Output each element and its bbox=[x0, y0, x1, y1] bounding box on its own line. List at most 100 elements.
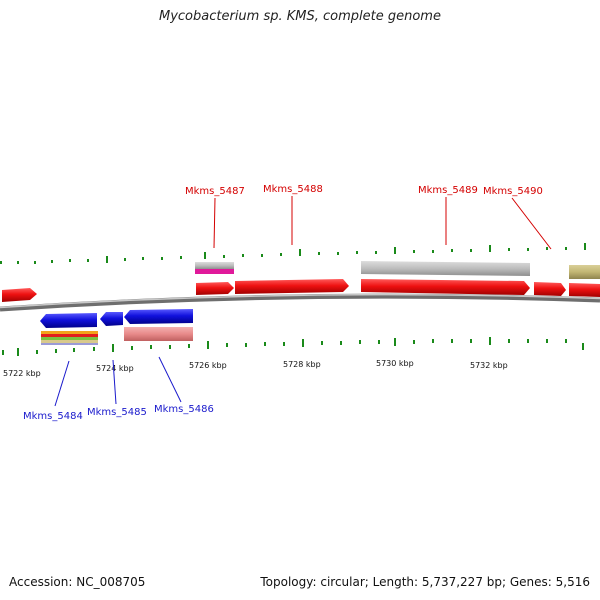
tick-dot bbox=[451, 249, 453, 252]
gene-label-reverse[interactable]: Mkms_5484 bbox=[23, 411, 83, 422]
tick-dot bbox=[432, 250, 434, 253]
tick-major bbox=[489, 337, 491, 345]
leader-line bbox=[158, 356, 182, 403]
tick-dot bbox=[340, 341, 342, 345]
tick-dot bbox=[223, 255, 225, 258]
tick-dot bbox=[2, 350, 4, 355]
lower-tick-track bbox=[2, 337, 584, 356]
genome-summary: Topology: circular; Length: 5,737,227 bp… bbox=[260, 575, 590, 589]
tick-dot bbox=[87, 259, 89, 262]
tick-dot bbox=[508, 339, 510, 343]
tick-dot bbox=[337, 252, 339, 255]
gene-label-reverse[interactable]: Mkms_5486 bbox=[154, 404, 214, 415]
forward-gene-labels: Mkms_5487 Mkms_5488 Mkms_5489 Mkms_5490 bbox=[185, 184, 552, 250]
upper-tick-track bbox=[0, 243, 586, 264]
tick-dot bbox=[0, 261, 2, 264]
tick-major bbox=[584, 243, 586, 250]
tick-dot bbox=[242, 254, 244, 257]
gene-label-forward[interactable]: Mkms_5487 bbox=[185, 186, 245, 197]
tick-major bbox=[299, 249, 301, 256]
annotation-bar-lilac bbox=[41, 343, 98, 345]
kbp-tick-labels: 5722 kbp 5724 kbp 5726 kbp 5728 kbp 5730… bbox=[3, 359, 508, 378]
tick-dot bbox=[413, 340, 415, 344]
tick-dot bbox=[378, 340, 380, 344]
tick-dot bbox=[226, 343, 228, 347]
tick-dot bbox=[508, 248, 510, 251]
tick-major bbox=[207, 341, 209, 349]
tick-label: 5728 kbp bbox=[283, 360, 321, 369]
reverse-annotation-bars bbox=[41, 327, 193, 345]
tick-dot bbox=[51, 260, 53, 263]
genome-backbone-highlight bbox=[0, 293, 600, 309]
tick-dot bbox=[36, 350, 38, 354]
gene-forward-arrow[interactable] bbox=[196, 282, 234, 295]
tick-dot bbox=[318, 252, 320, 255]
annotation-bar-orange bbox=[41, 331, 98, 334]
gene-forward-arrow[interactable] bbox=[2, 288, 37, 302]
tick-dot bbox=[470, 339, 472, 343]
gene-reverse-arrow[interactable] bbox=[100, 312, 123, 326]
tick-major bbox=[489, 245, 491, 252]
annotation-bar-green bbox=[41, 337, 98, 340]
tick-dot bbox=[131, 346, 133, 350]
tick-dot bbox=[261, 254, 263, 257]
leader-line bbox=[54, 360, 70, 407]
tick-major bbox=[106, 256, 108, 263]
gene-label-forward[interactable]: Mkms_5489 bbox=[418, 185, 478, 196]
tick-major bbox=[394, 338, 396, 346]
tick-label: 5732 kbp bbox=[470, 361, 508, 370]
gene-reverse-arrow[interactable] bbox=[40, 313, 97, 328]
reverse-gene-labels: Mkms_5484 Mkms_5485 Mkms_5486 bbox=[23, 356, 214, 422]
tick-dot bbox=[188, 344, 190, 348]
tick-major bbox=[17, 348, 19, 356]
tick-dot bbox=[124, 258, 126, 261]
accession-label: Accession: NC_008705 bbox=[9, 575, 146, 589]
gene-forward-arrow[interactable] bbox=[534, 282, 566, 296]
leader-line bbox=[511, 197, 552, 250]
genome-backbone bbox=[0, 293, 600, 312]
tick-label: 5730 kbp bbox=[376, 359, 414, 368]
tick-dot bbox=[69, 259, 71, 262]
tick-dot bbox=[180, 256, 182, 259]
tick-dot bbox=[245, 343, 247, 347]
tick-dot bbox=[565, 339, 567, 343]
tick-dot bbox=[470, 249, 472, 252]
reverse-strand-genes bbox=[40, 309, 193, 328]
tick-dot bbox=[546, 339, 548, 343]
tick-dot bbox=[359, 340, 361, 344]
tick-dot bbox=[34, 261, 36, 264]
tick-dot bbox=[169, 345, 171, 349]
gene-forward-arrow[interactable] bbox=[569, 283, 600, 297]
annotation-bar-olive bbox=[569, 265, 600, 279]
tick-dot bbox=[565, 247, 567, 250]
tick-dot bbox=[280, 253, 282, 256]
annotation-bar-red bbox=[41, 334, 98, 337]
gene-reverse-arrow[interactable] bbox=[124, 309, 193, 324]
tick-dot bbox=[527, 339, 529, 343]
leader-line bbox=[112, 359, 117, 405]
tick-major bbox=[582, 343, 584, 350]
tick-major bbox=[204, 252, 206, 259]
gene-forward-arrow[interactable] bbox=[361, 279, 530, 295]
annotation-bar-tan bbox=[41, 340, 98, 343]
tick-dot bbox=[321, 341, 323, 345]
tick-dot bbox=[161, 257, 163, 260]
tick-dot bbox=[527, 248, 529, 251]
tick-dot bbox=[142, 257, 144, 260]
forward-strand-genes bbox=[2, 279, 600, 302]
tick-dot bbox=[283, 342, 285, 346]
tick-dot bbox=[55, 349, 57, 353]
gene-label-reverse[interactable]: Mkms_5485 bbox=[87, 407, 147, 418]
gene-forward-arrow[interactable] bbox=[235, 279, 349, 294]
map-title: Mycobacterium sp. KMS, complete genome bbox=[159, 9, 441, 24]
tick-label: 5724 kbp bbox=[96, 364, 134, 373]
tick-dot bbox=[356, 251, 358, 254]
tick-major bbox=[112, 344, 114, 352]
tick-dot bbox=[17, 261, 19, 264]
tick-dot bbox=[375, 251, 377, 254]
gene-label-forward[interactable]: Mkms_5488 bbox=[263, 184, 323, 195]
annotation-bar bbox=[195, 262, 234, 269]
tick-dot bbox=[546, 247, 548, 250]
gene-label-forward[interactable]: Mkms_5490 bbox=[483, 186, 543, 197]
